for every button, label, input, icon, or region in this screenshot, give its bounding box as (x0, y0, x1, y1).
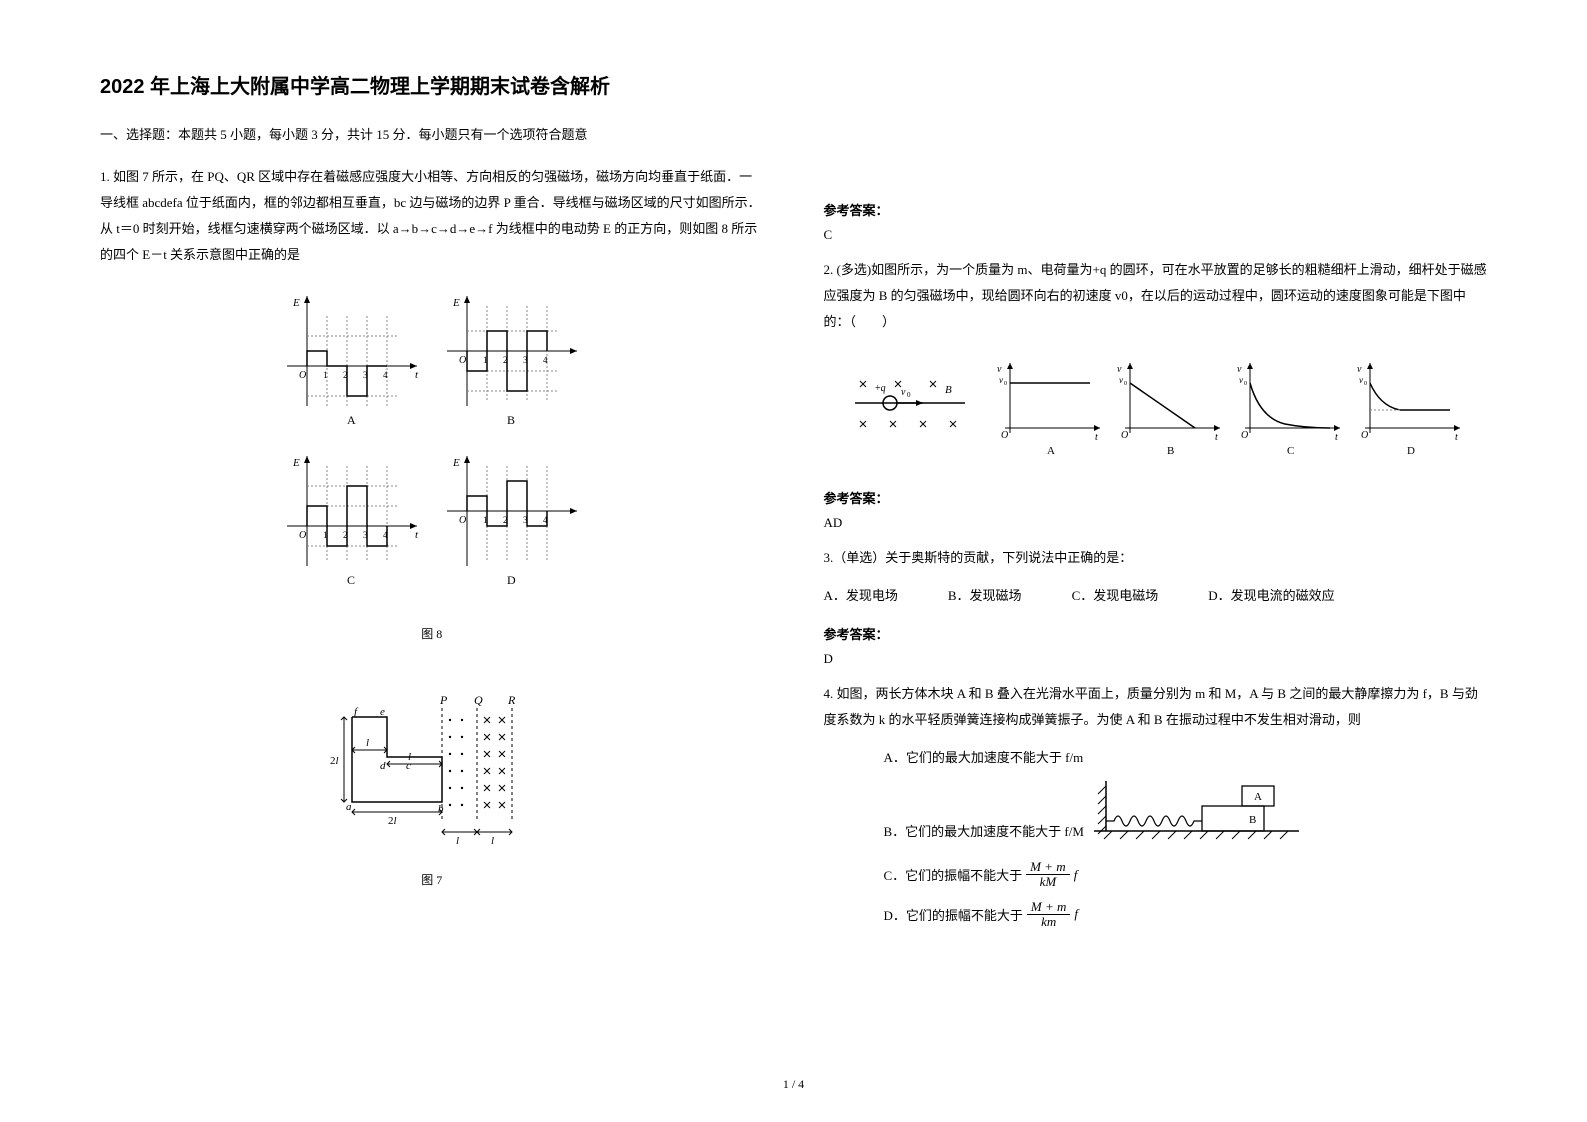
svg-text:E: E (292, 457, 300, 469)
svg-text:R: R (507, 693, 516, 707)
svg-text:0: 0 (907, 391, 911, 399)
q2-answer-label: 参考答案： (824, 488, 1488, 507)
svg-text:v: v (1237, 364, 1242, 375)
q3-optD: D．发现电流的磁效应 (1208, 585, 1334, 604)
q3-optB: B．发现磁场 (948, 585, 1022, 604)
svg-text:O: O (1361, 430, 1368, 441)
svg-text:v: v (997, 364, 1002, 375)
q4-optD-prefix: D．它们的振幅不能大于 (884, 905, 1023, 924)
svg-text:0: 0 (1364, 381, 1367, 387)
q4-optC-frac: M + m kM (1026, 860, 1070, 890)
q4-optC-f: f (1074, 867, 1078, 883)
svg-text:O: O (1001, 430, 1008, 441)
fig8-caption: 图 8 (100, 625, 764, 642)
q4-options: A．它们的最大加速度不能大于 f/m B．它们的最大加速度不能大于 f/M (824, 747, 1488, 939)
q3-text: 3.（单选）关于奥斯特的贡献，下列说法中正确的是： (824, 545, 1488, 571)
q2-figure: +q v0 B (824, 353, 1488, 468)
svg-text:B: B (945, 384, 952, 396)
svg-text:l: l (491, 835, 494, 847)
q4-optD-f: f (1074, 906, 1078, 922)
svg-text:4: 4 (383, 370, 388, 380)
svg-text:O: O (299, 370, 306, 381)
q4-optC-prefix: C．它们的振幅不能大于 (884, 865, 1023, 884)
q4-optA: A．它们的最大加速度不能大于 f/m (884, 747, 1488, 766)
svg-text:O: O (459, 355, 466, 366)
page-title: 2022 年上海上大附属中学高二物理上学期期末试卷含解析 (100, 70, 764, 99)
svg-text:2l: 2l (330, 755, 339, 767)
svg-text:E: E (452, 297, 460, 309)
svg-text:E: E (292, 297, 300, 309)
svg-text:A: A (1047, 445, 1055, 457)
svg-text:d: d (380, 760, 386, 772)
svg-text:O: O (1121, 430, 1128, 441)
svg-text:4: 4 (543, 355, 548, 365)
q4-text: 4. 如图，两长方体木块 A 和 B 叠入在光滑水平面上，质量分别为 m 和 M… (824, 681, 1488, 733)
svg-text:0: 0 (1124, 381, 1127, 387)
figure-7: P Q R (100, 692, 764, 888)
svg-text:t: t (1455, 432, 1458, 443)
q4-figure: A B (1094, 776, 1304, 850)
svg-text:Q: Q (474, 693, 483, 707)
svg-text:B: B (507, 413, 515, 427)
svg-text:v: v (1359, 375, 1363, 385)
q3-answer-label: 参考答案： (824, 624, 1488, 643)
svg-text:P: P (439, 693, 448, 707)
q3-optC: C．发现电磁场 (1072, 585, 1159, 604)
q3-answer: D (824, 651, 1488, 667)
svg-text:A: A (1254, 791, 1262, 803)
q2-text: 2. (多选)如图所示，为一个质量为 m、电荷量为+q 的圆环，可在水平放置的足… (824, 257, 1488, 335)
svg-text:v: v (1119, 375, 1123, 385)
svg-text:O: O (1241, 430, 1248, 441)
q2-answer: AD (824, 515, 1488, 531)
svg-text:l: l (408, 751, 411, 763)
svg-text:v: v (999, 375, 1003, 385)
svg-text:v: v (901, 387, 906, 398)
q1-answer-label: 参考答案： (824, 200, 1488, 219)
svg-text:a: a (346, 801, 352, 813)
section-header: 一、选择题：本题共 5 小题，每小题 3 分，共计 15 分．每小题只有一个选项… (100, 123, 764, 146)
svg-text:O: O (459, 515, 466, 526)
svg-text:f: f (354, 706, 359, 718)
q1-answer: C (824, 227, 1488, 243)
svg-text:v: v (1117, 364, 1122, 375)
svg-text:D: D (507, 573, 516, 587)
page-footer: 1 / 4 (100, 1077, 1487, 1092)
svg-text:v: v (1357, 364, 1362, 375)
svg-text:C: C (347, 573, 355, 587)
svg-text:t: t (415, 529, 419, 541)
svg-text:B: B (1167, 445, 1174, 457)
svg-text:t: t (1335, 432, 1338, 443)
svg-text:2l: 2l (388, 815, 397, 827)
svg-text:+q: +q (875, 383, 886, 394)
svg-text:l: l (456, 835, 459, 847)
fig7-caption: 图 7 (100, 871, 764, 888)
svg-text:t: t (1215, 432, 1218, 443)
svg-text:t: t (415, 369, 419, 381)
svg-text:l: l (366, 737, 369, 749)
svg-text:e: e (380, 706, 385, 718)
q4-optB: B．它们的最大加速度不能大于 f/M (884, 821, 1084, 840)
svg-text:t: t (1095, 432, 1098, 443)
svg-text:E: E (452, 457, 460, 469)
svg-text:0: 0 (1004, 381, 1007, 387)
svg-text:C: C (1287, 445, 1294, 457)
q1-text: 1. 如图 7 所示，在 PQ、QR 区域中存在着磁感应强度大小相等、方向相反的… (100, 164, 764, 268)
svg-text:1: 1 (323, 370, 328, 380)
svg-text:0: 0 (1244, 381, 1247, 387)
svg-text:A: A (347, 413, 356, 427)
svg-text:v: v (1239, 375, 1243, 385)
q3-optA: A．发现电场 (824, 585, 898, 604)
q4-optD-frac: M + m km (1027, 900, 1071, 930)
svg-text:O: O (299, 530, 306, 541)
q3-options: A．发现电场 B．发现磁场 C．发现电磁场 D．发现电流的磁效应 (824, 585, 1488, 604)
svg-text:D: D (1407, 445, 1415, 457)
figure-8: E t O 1 2 3 4 (100, 286, 764, 642)
svg-text:B: B (1249, 814, 1256, 826)
